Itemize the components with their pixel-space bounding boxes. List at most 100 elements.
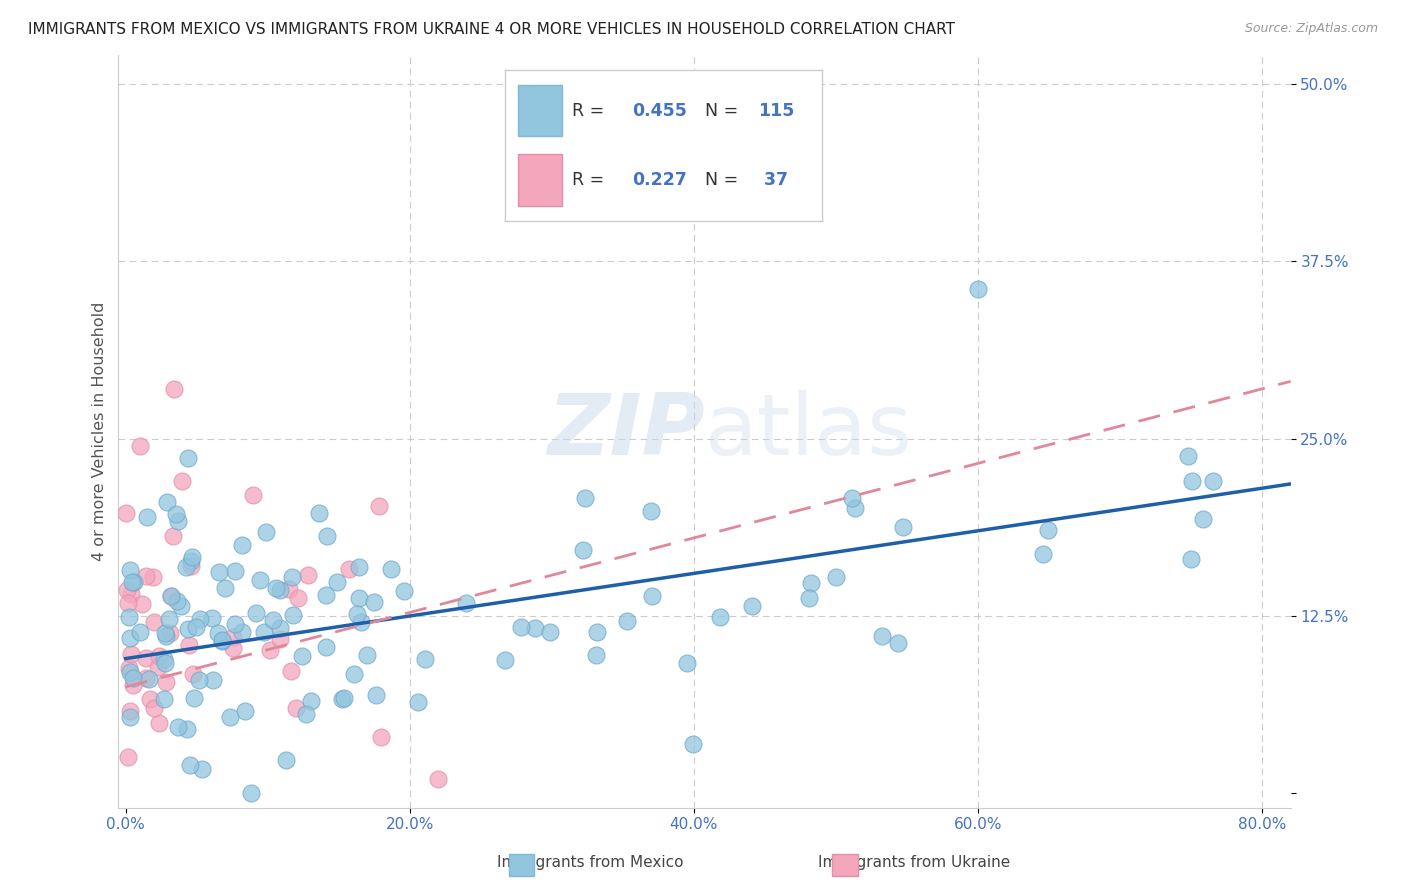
Point <box>120 704 142 718</box>
Point <box>308 506 330 520</box>
Point <box>406 695 429 709</box>
Point <box>180 554 202 568</box>
Point <box>120 563 142 577</box>
Point <box>346 607 368 622</box>
Point <box>1181 474 1204 488</box>
Point <box>269 621 291 635</box>
Text: Immigrants from Ukraine: Immigrants from Ukraine <box>818 855 1010 870</box>
Point <box>201 611 224 625</box>
Point <box>177 451 200 466</box>
Point <box>121 574 143 589</box>
Point <box>122 575 145 590</box>
Point <box>343 667 366 681</box>
Point <box>523 621 546 635</box>
Point <box>1180 552 1202 566</box>
Point <box>239 787 262 801</box>
Point <box>253 625 276 640</box>
Point <box>264 581 287 595</box>
Point <box>363 595 385 609</box>
Point <box>134 569 156 583</box>
Point <box>347 559 370 574</box>
Point <box>170 599 193 613</box>
Point <box>156 495 179 509</box>
Point <box>800 575 823 590</box>
Point <box>157 611 180 625</box>
Point <box>208 565 231 579</box>
Point <box>585 625 607 640</box>
Point <box>231 538 253 552</box>
Point <box>280 664 302 678</box>
Point <box>155 629 177 643</box>
Point <box>616 614 638 628</box>
Point <box>143 701 166 715</box>
Point <box>120 586 142 600</box>
Point <box>142 570 165 584</box>
Point <box>231 624 253 639</box>
Point <box>224 564 246 578</box>
Point <box>538 624 561 639</box>
Text: Immigrants from Mexico: Immigrants from Mexico <box>498 855 683 870</box>
Point <box>180 549 202 564</box>
Point <box>202 673 225 687</box>
Point <box>153 657 176 671</box>
Point <box>285 701 308 715</box>
Point <box>356 648 378 662</box>
Point <box>454 596 477 610</box>
Point <box>333 691 356 706</box>
Point <box>180 559 202 574</box>
Point <box>676 656 699 670</box>
Point <box>159 626 181 640</box>
Point <box>350 615 373 630</box>
Point <box>160 589 183 603</box>
Point <box>221 630 243 644</box>
Point <box>844 500 866 515</box>
Point <box>163 382 186 396</box>
Point <box>115 583 138 598</box>
Point <box>148 716 170 731</box>
Point <box>967 282 990 296</box>
Point <box>128 624 150 639</box>
Point <box>281 569 304 583</box>
Point <box>179 758 201 772</box>
Point <box>172 474 194 488</box>
Point <box>287 591 309 606</box>
Point <box>135 671 157 685</box>
Point <box>177 638 200 652</box>
Point <box>572 543 595 558</box>
Point <box>162 528 184 542</box>
Point <box>510 620 533 634</box>
Point <box>117 750 139 764</box>
Point <box>640 504 662 518</box>
Point <box>337 562 360 576</box>
Point <box>120 631 142 645</box>
Point <box>222 640 245 655</box>
Point <box>274 753 297 767</box>
Point <box>368 499 391 513</box>
Point <box>153 626 176 640</box>
Point <box>191 762 214 776</box>
Text: IMMIGRANTS FROM MEXICO VS IMMIGRANTS FROM UKRAINE 4 OR MORE VEHICLES IN HOUSEHOL: IMMIGRANTS FROM MEXICO VS IMMIGRANTS FRO… <box>28 22 955 37</box>
Point <box>177 622 200 636</box>
Point <box>295 706 318 721</box>
Point <box>188 612 211 626</box>
Point <box>188 673 211 687</box>
Point <box>166 594 188 608</box>
Point <box>135 650 157 665</box>
Point <box>167 515 190 529</box>
Point <box>709 610 731 624</box>
Point <box>364 689 387 703</box>
Point <box>349 591 371 606</box>
Point <box>299 694 322 708</box>
Point <box>825 570 848 584</box>
Point <box>224 617 246 632</box>
Point <box>254 524 277 539</box>
Point <box>494 653 516 667</box>
Point <box>245 606 267 620</box>
Point <box>841 491 863 505</box>
Point <box>120 647 142 661</box>
Point <box>165 507 187 521</box>
Point <box>315 588 337 602</box>
Point <box>641 589 664 603</box>
Point <box>682 737 704 751</box>
Point <box>380 561 402 575</box>
